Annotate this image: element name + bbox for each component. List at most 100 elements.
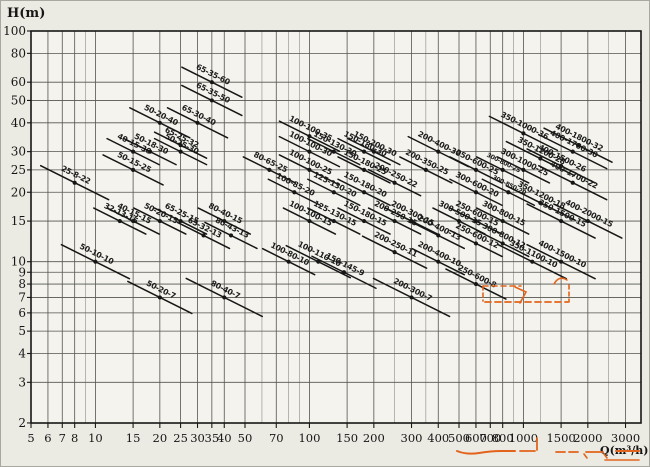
rated-point-dot [436,233,441,238]
rated-point-dot [331,218,336,224]
y-tick-label: 4 [18,347,26,361]
annotation-stroke [583,453,588,459]
rated-point-dot [307,218,312,224]
rated-point-dot [157,295,162,300]
rated-point-dot [559,163,564,169]
x-tick-label: 150 [336,431,358,445]
x-tick-label: 1000 [509,431,538,445]
rated-point-dot [178,218,183,224]
rated-point-dot [436,259,441,264]
y-tick-label: 5 [18,324,26,338]
rated-point-dot [500,218,505,224]
rated-point-dot [559,259,564,264]
x-tick-label: 2000 [573,431,602,445]
hand-annotations [456,277,640,461]
rated-point-dot [131,218,136,224]
rated-point-dot [292,190,297,195]
x-tick-label: 200 [363,431,385,445]
y-tick-label: 60 [11,75,26,89]
x-tick-label: 600 [465,431,487,445]
rated-point-dot [392,250,397,255]
y-tick-label: 100 [3,24,26,38]
rated-point-dot [570,180,575,185]
x-tick-label: 25 [173,431,188,445]
rated-point-dot [392,180,397,185]
rated-point-dot [361,218,367,224]
rated-point-dot [409,295,414,300]
plot-frame [30,30,642,424]
rated-point-dot [361,190,367,195]
rated-point-dot [559,218,564,224]
rated-point-dot [423,167,428,172]
rated-point-dot [500,241,505,246]
x-tick-label: 1500 [546,431,575,445]
x-tick-label: 70 [269,431,284,445]
rated-point-dot [473,167,479,172]
x-tick-label: 20 [153,431,168,445]
rated-point-dot [93,259,98,264]
x-tick-label: 10 [88,431,103,445]
y-tick-label: 2 [18,416,26,430]
x-tick-label: 300 [401,431,423,445]
annotation-stroke [553,277,568,285]
rated-point-dot [473,190,479,195]
rated-point-dot [506,190,511,195]
rated-point-dot [157,120,162,125]
rated-point-dot [521,131,526,136]
y-tick-label: 15 [11,214,26,228]
y-tick-label: 6 [18,306,26,320]
rated-point-dot [585,218,590,224]
rated-point-dot [538,156,543,161]
rated-point-dot [473,218,479,224]
annotation-stroke [603,453,608,459]
y-tick-label: 50 [11,93,26,107]
x-tick-label: 35 [205,431,220,445]
x-tick-label: 100 [298,431,320,445]
y-tick-label: 80 [11,46,26,60]
y-tick-label: 30 [11,145,26,159]
rated-point-dot [521,167,526,172]
rated-point-dot [331,149,336,154]
rated-point-dot [307,149,312,154]
rated-point-dot [201,233,206,238]
rated-point-dot [361,167,367,172]
rated-point-dot [331,190,336,195]
x-tick-label: 7 [59,431,66,445]
rated-point-dot [341,270,347,275]
rated-point-dot [286,259,291,264]
x-tick-label: 800 [492,431,514,445]
rated-point-dot [157,218,162,224]
y-tick-label: 40 [11,116,26,130]
rated-point-dot [392,218,397,224]
rated-point-dot [209,80,214,85]
rated-point-dot [222,295,227,300]
rated-point-dot [570,149,575,154]
axis-ticks [27,30,627,428]
rated-point-dot [456,218,462,224]
rated-point-dot [436,149,441,154]
x-tick-label: 15 [126,431,141,445]
x-tick-label: 6 [44,431,51,445]
rated-point-dot [473,281,479,287]
plot-background [31,31,641,423]
x-tick-label: 500 [448,431,470,445]
rated-point-dot [147,149,153,154]
x-tick-label: 8 [71,431,78,445]
y-axis-title: H(m) [7,6,46,21]
x-tick-label: 5 [27,431,34,445]
rated-point-dot [195,120,200,125]
rated-point-dot [371,149,376,154]
y-tick-label: 9 [18,265,26,279]
rated-point-dot [178,143,183,148]
annotation-stroke [514,286,528,304]
rated-point-dot [530,259,535,264]
rated-point-dot [538,200,543,205]
y-tick-label: 8 [18,277,26,291]
rated-point-dot [222,218,227,224]
rated-point-dot [473,241,479,246]
rated-point-dot [131,149,136,154]
